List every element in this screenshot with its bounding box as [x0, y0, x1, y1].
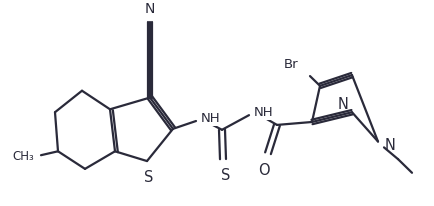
- Text: N: N: [145, 2, 155, 16]
- Text: S: S: [221, 168, 230, 183]
- Text: Br: Br: [283, 58, 297, 71]
- Text: S: S: [144, 170, 153, 185]
- Text: N: N: [384, 138, 395, 153]
- Text: NH: NH: [201, 112, 220, 125]
- Text: O: O: [258, 163, 269, 178]
- Text: N: N: [337, 97, 348, 112]
- Text: NH: NH: [253, 106, 273, 119]
- Text: CH₃: CH₃: [12, 150, 34, 163]
